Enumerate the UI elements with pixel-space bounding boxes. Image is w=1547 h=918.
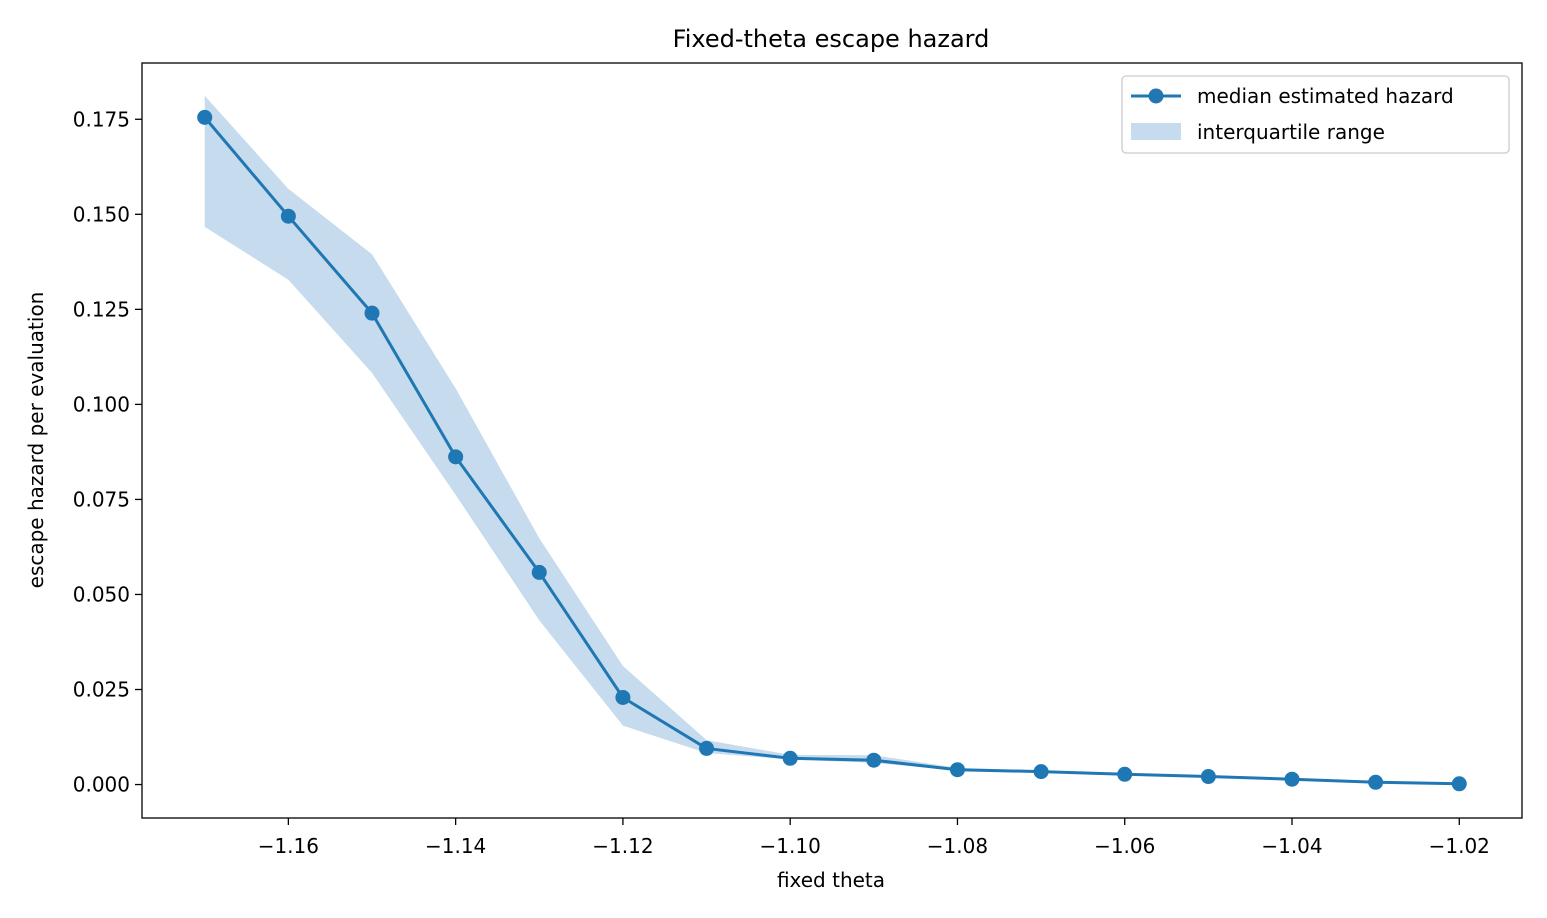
- plot-area: [197, 95, 1467, 792]
- median-point: [448, 449, 464, 465]
- median-point: [531, 564, 547, 580]
- legend-band-swatch: [1131, 123, 1181, 140]
- legend-point-marker: [1148, 88, 1164, 104]
- median-point: [364, 305, 380, 321]
- median-point: [1200, 769, 1216, 785]
- median-point: [782, 750, 798, 766]
- x-tick-label: −1.08: [927, 834, 988, 858]
- y-tick-label: 0.150: [73, 202, 130, 226]
- x-tick-label: −1.14: [425, 834, 486, 858]
- x-tick-label: −1.06: [1094, 834, 1155, 858]
- y-axis: 0.000 0.025 0.050 0.075 0.100 0.125 0.150 0.175: [73, 107, 142, 797]
- iqr-band: [204, 95, 1460, 785]
- legend-label-median: median estimated hazard: [1197, 84, 1454, 108]
- y-tick-label: 0.000: [73, 773, 130, 797]
- median-point: [615, 689, 631, 705]
- x-tick-label: −1.16: [258, 834, 319, 858]
- y-axis-label: escape hazard per evaluation: [24, 292, 48, 589]
- y-tick-label: 0.100: [73, 392, 130, 416]
- median-line: [203, 116, 1460, 786]
- x-axis: −1.16 −1.14 −1.12 −1.10 −1.08 −1.06 −1.04 −1.02: [258, 818, 1490, 858]
- median-point: [197, 109, 213, 125]
- median-point: [1117, 766, 1133, 782]
- legend: median estimated hazard interquartile ra…: [1121, 75, 1510, 154]
- y-tick-label: 0.025: [73, 678, 130, 702]
- median-point: [1033, 764, 1049, 780]
- x-tick-label: −1.04: [1261, 834, 1322, 858]
- median-point: [699, 740, 715, 756]
- median-point: [1284, 771, 1300, 787]
- axes-frame: [141, 62, 1523, 819]
- y-tick-label: 0.125: [73, 297, 130, 321]
- median-point: [866, 752, 882, 768]
- chart-title: Fixed-theta escape hazard: [673, 25, 990, 53]
- x-tick-label: −1.10: [760, 834, 821, 858]
- x-tick-label: −1.02: [1429, 834, 1490, 858]
- y-tick-label: 0.075: [73, 487, 130, 511]
- legend-label-iqr: interquartile range: [1197, 120, 1385, 144]
- legend-frame: [1121, 75, 1510, 154]
- y-tick-label: 0.175: [73, 107, 130, 131]
- median-point: [280, 208, 296, 224]
- x-tick-label: −1.12: [592, 834, 653, 858]
- y-tick-label: 0.050: [73, 582, 130, 606]
- median-point: [949, 762, 965, 778]
- median-point: [1451, 776, 1467, 792]
- median-point: [1368, 774, 1384, 790]
- x-axis-label: fixed theta: [777, 868, 885, 892]
